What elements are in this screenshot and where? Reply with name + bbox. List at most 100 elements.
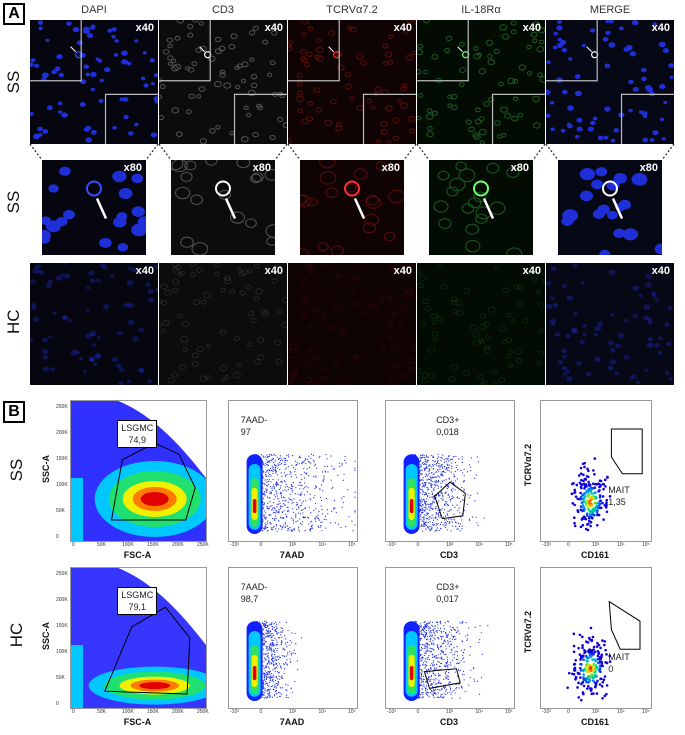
x-axis-label: CD161	[580, 717, 609, 727]
gate-label-ss-1: LSGMC 74,9	[117, 419, 158, 448]
magnification-label: x40	[264, 265, 283, 277]
x-tick-label: -10³	[387, 542, 396, 548]
tile-il18-row2: x40	[417, 263, 545, 385]
gate-value: 0,017	[436, 594, 459, 604]
x-tick-label: 250K	[197, 542, 209, 548]
y-tick-label: 100K	[56, 482, 68, 488]
flow-plot-ss-3	[385, 400, 515, 542]
panel-letter-a: A	[3, 3, 25, 25]
x-tick-label: 10³	[289, 709, 297, 715]
x-tick-label: 0	[416, 542, 420, 548]
arrow-marker	[586, 46, 592, 53]
x-tick-label: 10⁵	[505, 542, 513, 548]
gate-name: 7AAD-	[240, 415, 268, 425]
y-tick-label: 150K	[56, 456, 68, 462]
x-tick-label: 0	[72, 542, 75, 548]
x-tick-label: 100K	[122, 709, 134, 715]
x-tick-label: -10³	[387, 709, 396, 715]
gate-name: CD3+	[436, 582, 460, 592]
arrow-marker	[95, 197, 108, 220]
col-label-cd3: CD3	[211, 4, 234, 16]
tile-dapi-row0: x40	[30, 20, 158, 144]
flow-plot-hc-4	[540, 567, 652, 709]
magnification-label: x40	[651, 265, 670, 277]
y-tick-label: 200K	[56, 430, 68, 436]
x-tick-label: 10³	[592, 542, 600, 548]
arrow-marker	[199, 46, 205, 53]
col-label-tcr: TCRVα7.2	[326, 4, 378, 16]
tile-cd3-row2: x40	[159, 263, 287, 385]
x-tick-label: 0	[72, 709, 75, 715]
gate-name: 7AAD-	[240, 582, 268, 592]
x-axis-label: FSC-A	[123, 717, 152, 727]
x-tick-label: 100K	[122, 542, 134, 548]
tile-il18-row1: x80	[429, 160, 533, 255]
tile-cd3-row0: x40	[159, 20, 287, 144]
x-tick-label: 10³	[446, 542, 454, 548]
y-tick-label: 100K	[56, 649, 68, 655]
tile-dapi-row2: x40	[30, 263, 158, 385]
gate-label-hc-2: 7AAD- 98,7	[241, 581, 268, 605]
x-axis-label: CD161	[580, 550, 609, 560]
x-tick-label: 10³	[446, 709, 454, 715]
row-label-b-ss: SS	[7, 458, 26, 482]
arrow-marker	[328, 46, 334, 53]
magnification-label: x80	[510, 162, 529, 174]
tile-dapi-row1: x80	[42, 160, 146, 255]
gate-value: 79,1	[128, 601, 147, 612]
gate-label-hc-1: LSGMC 79,1	[117, 586, 158, 615]
x-tick-label: 0	[567, 709, 570, 715]
x-axis-label: FSC-A	[123, 550, 152, 560]
x-tick-label: 10⁴	[617, 542, 625, 548]
x-tick-label: 10⁴	[318, 542, 327, 548]
gate-value: 0	[608, 664, 614, 674]
gate-label-hc-4: MAIT 0	[608, 651, 630, 675]
x-axis-label: 7AAD	[279, 717, 305, 727]
x-tick-label: -10³	[542, 709, 551, 715]
x-axis-label: CD3	[439, 717, 458, 727]
gate-name: MAIT	[608, 485, 630, 495]
zoom-connectors	[29, 144, 675, 161]
gate-name: CD3+	[436, 415, 460, 425]
y-axis-label: SSC-A	[41, 455, 51, 484]
magnification-label: x80	[123, 162, 142, 174]
gate-value: 97	[240, 427, 251, 437]
x-tick-label: 200K	[172, 709, 184, 715]
x-tick-label: 10⁵	[642, 542, 650, 548]
x-tick-label: 10⁵	[642, 709, 650, 715]
arrow-marker	[611, 197, 624, 220]
gate-name: LSGMC	[121, 422, 154, 433]
arrow-marker	[482, 197, 495, 220]
arrow-marker	[457, 46, 463, 53]
flow-plot-ss-2	[228, 400, 358, 542]
magnification-label: x40	[522, 265, 541, 277]
row-label-ss-80: SS	[4, 190, 23, 214]
gate-label-ss-2: 7AAD- 97	[241, 414, 268, 438]
row-label-b-hc: HC	[7, 622, 26, 648]
tile-tcr-row1: x80	[300, 160, 404, 255]
x-tick-label: 0	[259, 542, 263, 548]
y-tick-label: 150K	[56, 623, 68, 629]
arrow-marker	[353, 197, 366, 220]
y-axis-label: SSC-A	[41, 622, 51, 651]
y-axis-label-tcr: TCRVα7.2	[523, 610, 533, 654]
gate-value: 98,7	[240, 594, 259, 604]
magnification-label: x40	[264, 22, 283, 34]
x-tick-label: 10⁴	[318, 709, 327, 715]
x-axis-label: 7AAD	[279, 550, 305, 560]
x-tick-label: 10⁵	[348, 709, 356, 715]
x-tick-label: 250K	[197, 709, 209, 715]
y-axis-label-tcr: TCRVα7.2	[523, 443, 533, 487]
tile-il18-row0: x40	[417, 20, 545, 144]
magnification-label: x40	[135, 22, 154, 34]
y-tick-label: 0	[56, 701, 59, 707]
row-label-ss-40: SS	[4, 70, 23, 94]
x-tick-label: 200K	[172, 542, 184, 548]
x-tick-label: 10³	[289, 542, 297, 548]
tile-tcr-row0: x40	[288, 20, 416, 144]
arrow-marker	[224, 197, 237, 220]
x-tick-label: 10³	[592, 709, 600, 715]
tile-merge-row1: x80	[558, 160, 662, 255]
x-tick-label: 10⁵	[505, 709, 513, 715]
